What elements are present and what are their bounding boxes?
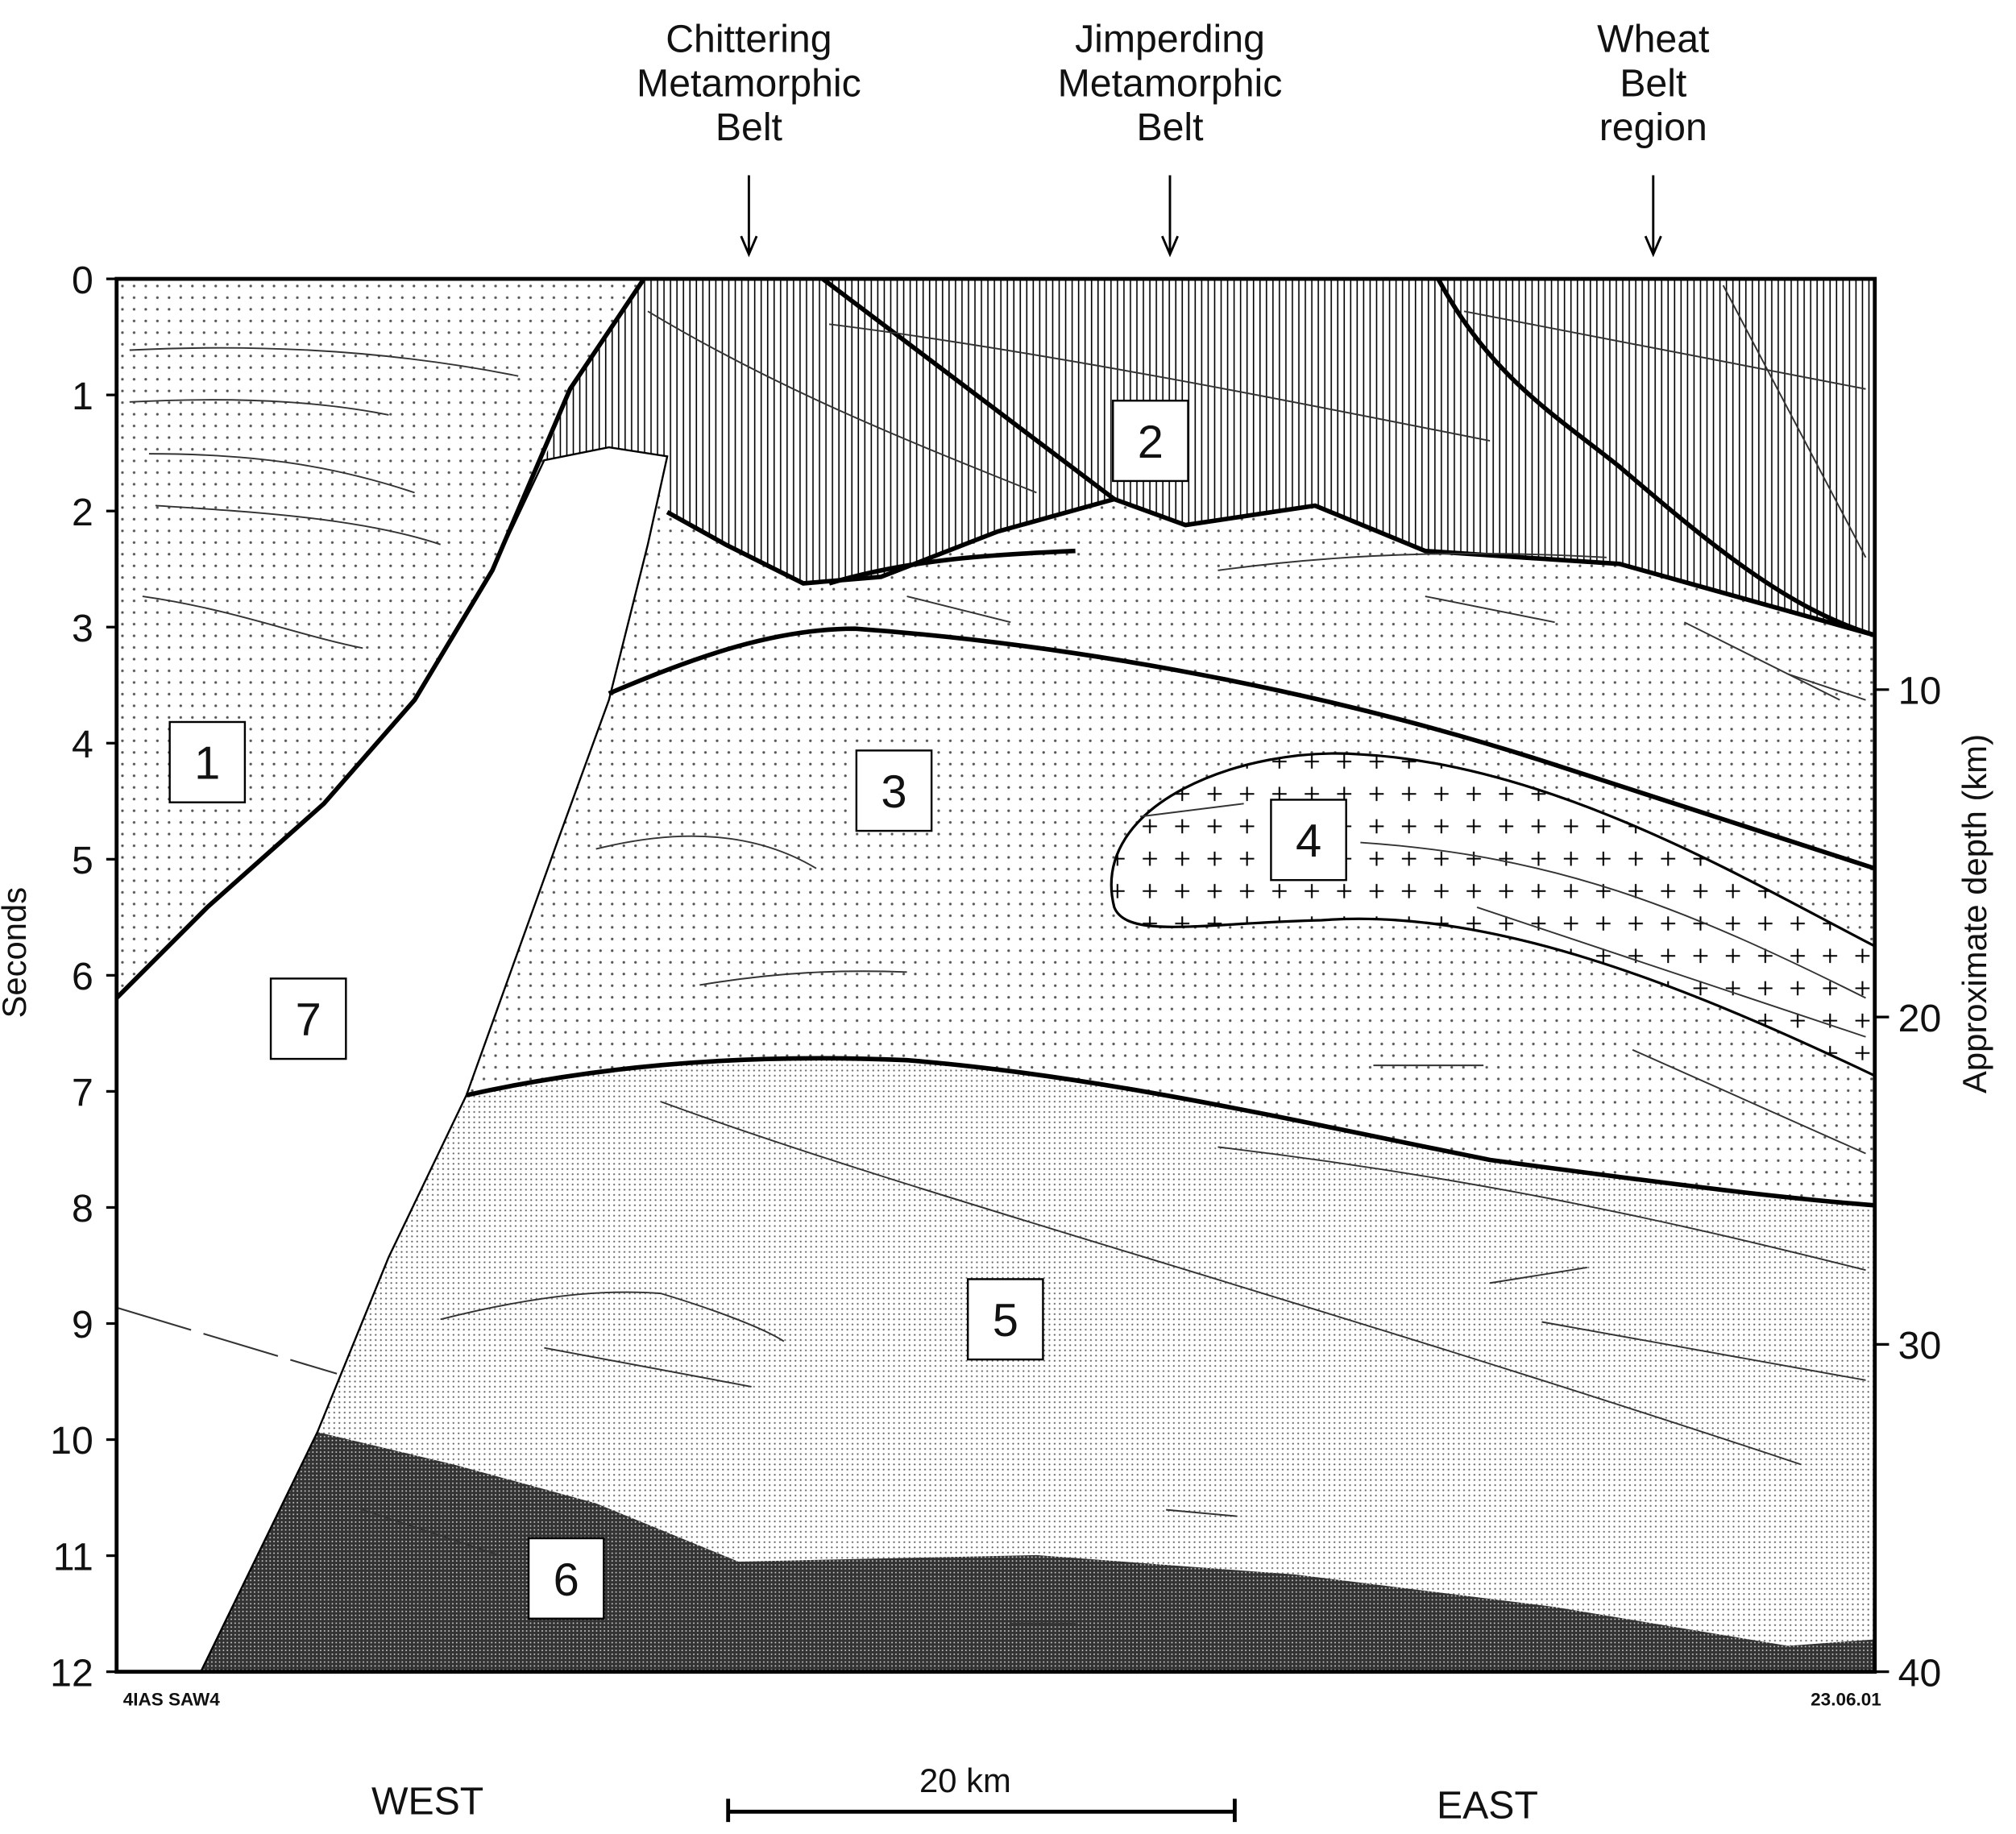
dashed-reflector	[116, 1306, 338, 1375]
left-tick-label: 2	[72, 491, 93, 534]
right-tick-label: 20	[1898, 997, 1942, 1040]
left-tick-label: 11	[53, 1535, 93, 1579]
unit-box	[168, 720, 247, 803]
boundary	[116, 279, 646, 1000]
right-tick-label: 40	[1898, 1651, 1942, 1695]
region-label: Belt	[1136, 106, 1204, 149]
fault	[1436, 279, 1875, 637]
unit-label: 5	[993, 1295, 1018, 1346]
unit-box	[966, 1278, 1044, 1361]
right-axis-label: Approximate depth (km)	[1956, 734, 1993, 1093]
left-tick-label: 12	[50, 1651, 93, 1695]
boundary	[466, 1056, 1875, 1208]
right-tick-label: 10	[1898, 669, 1942, 712]
left-tick-label: 6	[72, 955, 93, 998]
arrow	[740, 175, 758, 258]
scale-bar	[726, 1799, 1237, 1823]
footer-date: 23.06.01	[1811, 1689, 1881, 1709]
unit-label: 3	[881, 766, 906, 818]
arrow	[1644, 175, 1662, 258]
boundary	[608, 626, 1875, 871]
left-tick-label: 8	[72, 1187, 93, 1230]
unit-label: 4	[1296, 815, 1321, 867]
unit-box	[1112, 400, 1189, 483]
left-tick-label: 9	[72, 1303, 93, 1346]
left-tick-label: 0	[72, 259, 93, 302]
left-tick-label: 1	[72, 375, 93, 418]
reflectors	[129, 284, 1867, 1625]
unit-label: 7	[296, 994, 321, 1046]
region-label: Metamorphic	[637, 61, 861, 105]
left-tick-label: 4	[72, 723, 93, 766]
unit-label: 2	[1138, 417, 1164, 468]
left-axis-label: Seconds	[0, 887, 33, 1019]
unit-2-area	[544, 279, 1875, 636]
scale-bar-label: 20 km	[919, 1761, 1011, 1799]
west-label: WEST	[371, 1780, 483, 1824]
unit-label: 6	[554, 1554, 579, 1606]
region-label: Belt	[716, 106, 783, 149]
boundary	[828, 548, 1076, 586]
left-tick-label: 10	[50, 1419, 93, 1463]
right-tick-label: 30	[1898, 1324, 1942, 1367]
left-tick-label: 5	[72, 839, 93, 882]
unit-box	[855, 749, 933, 832]
east-label: EAST	[1437, 1783, 1538, 1827]
footer-code: 4IAS SAW4	[123, 1689, 221, 1709]
unit-box	[269, 977, 347, 1060]
unit-box	[527, 1537, 605, 1620]
region-label: Wheat	[1597, 18, 1710, 61]
fault	[821, 279, 1116, 501]
arrow	[1161, 175, 1179, 258]
left-tick-label: 7	[72, 1071, 93, 1114]
unit-label: 1	[194, 738, 220, 790]
region-label: Jimperding	[1075, 18, 1265, 61]
unit-box	[1270, 799, 1347, 882]
region-label: region	[1599, 106, 1707, 149]
unit-6-area	[201, 1432, 1875, 1672]
region-label: Belt	[1620, 61, 1687, 105]
units	[116, 279, 1875, 1672]
region-label: Metamorphic	[1058, 61, 1283, 105]
region-label: Chittering	[666, 18, 832, 61]
left-tick-label: 3	[72, 607, 93, 650]
